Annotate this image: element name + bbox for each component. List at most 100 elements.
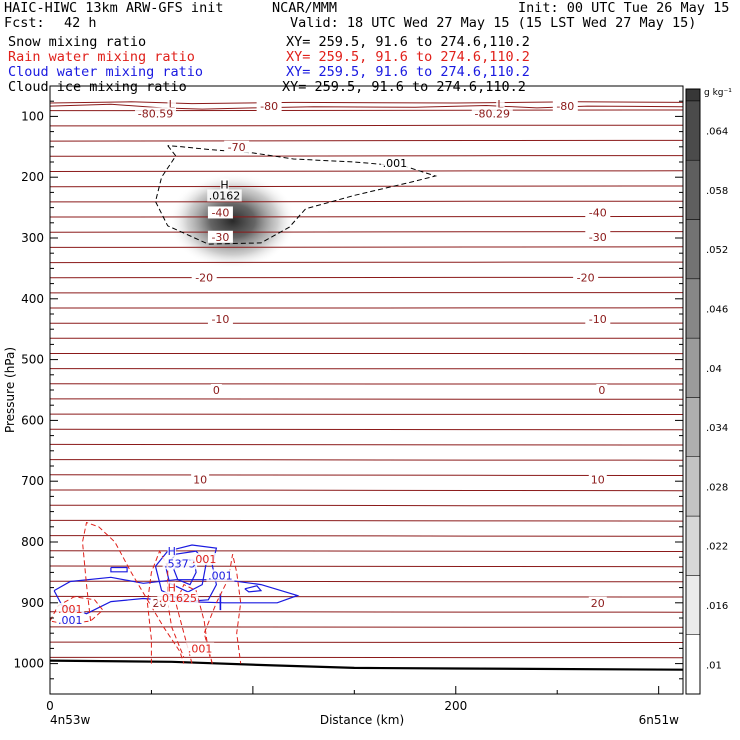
colorbar-label: .028: [706, 482, 728, 493]
field-xy-cloudwater: XY= 259.5, 91.6 to 274.6,110.2: [286, 64, 530, 80]
y-tick-label: 800: [21, 535, 44, 549]
field-name-cloudwater: Cloud water mixing ratio: [8, 64, 204, 80]
isotherm-label-bg: [224, 140, 250, 153]
isotherm-label: -40: [589, 206, 607, 219]
field-name-rain: Rain water mixing ratio: [8, 49, 195, 65]
rain-water-contour: [81, 521, 185, 664]
contour-label-bg: [157, 591, 199, 604]
colorbar: .01 .016 .022 .028 .034 .04 .046 .052 .058 .064: [685, 88, 728, 695]
colorbar-swatch: [685, 575, 701, 635]
plot-frame: [49, 85, 684, 695]
colorbar-swatch: [685, 397, 701, 457]
isotherm-label-bg: [210, 384, 222, 396]
contour-label-bg: [56, 613, 85, 626]
x-axis-title: Distance (km): [320, 713, 404, 727]
colorbar-label: .064: [706, 127, 728, 138]
y-tick-label: 700: [21, 474, 44, 488]
contour-label-bg: [496, 98, 505, 111]
isotherm-label: -10: [589, 313, 607, 326]
isotherm-label: -30: [211, 231, 229, 244]
isotherm-label: -80: [260, 100, 278, 113]
contour-label: .001: [383, 157, 408, 170]
contour-label-bg: [167, 98, 176, 111]
isotherm-label-bg: [588, 473, 607, 486]
colorbar-frame: [685, 88, 701, 695]
contour-label-bg: [167, 581, 176, 594]
isotherm-line: [49, 580, 684, 583]
colorbar-units: g kg⁻¹: [704, 88, 732, 98]
isotherm-line: [49, 215, 684, 218]
cloud-water-contour: [53, 576, 300, 615]
contour-label: .001: [208, 569, 233, 582]
colorbar-swatch: [685, 159, 701, 220]
cloud-water-contour: [244, 585, 263, 593]
colorbar-swatch: [685, 515, 701, 576]
contour-label-bg: [471, 107, 513, 120]
contour-label-bg: [190, 553, 219, 566]
contour-label: -80.29: [475, 107, 510, 120]
x-endpoint-right: 6n51w: [639, 713, 680, 727]
isotherm-line: [49, 231, 684, 233]
cloud-ice-contour: [154, 145, 438, 245]
x-tick-label: 0: [46, 699, 54, 713]
isotherm-label-bg: [191, 271, 217, 284]
contour-label-bg: [167, 545, 176, 558]
contour-label: H: [168, 545, 176, 558]
header-valid: Valid: 18 UTC Wed 27 May 15 (15 LST Wed …: [290, 15, 697, 31]
isotherm-line: [49, 489, 684, 492]
isotherm-label: -40: [211, 206, 229, 219]
contour-label: .01625: [159, 592, 198, 605]
colorbar-swatch: [685, 100, 701, 161]
contour-label-bg: [380, 157, 409, 170]
colorbar-swatch: [685, 219, 701, 280]
colorbar-label: .022: [706, 542, 728, 553]
rain-water-contour: [146, 549, 185, 664]
isotherm-line: [49, 155, 684, 157]
header-org: NCAR/MMM: [272, 0, 338, 16]
contour-label: .001: [192, 553, 217, 566]
isotherm-label: -30: [589, 231, 607, 244]
header-fcst-label: Fcst:: [4, 15, 45, 31]
colorbar-label: .016: [706, 601, 728, 612]
isotherm-label: -20: [577, 272, 595, 285]
isotherm-line: [49, 139, 684, 142]
isotherm-line: [49, 504, 684, 507]
colorbar-label: .052: [706, 245, 728, 256]
isotherm-label: -70: [228, 141, 246, 154]
field-xy-rain: XY= 259.5, 91.6 to 274.6,110.2: [286, 49, 530, 65]
isotherm-label: 0: [598, 384, 605, 397]
isotherm-label: -20: [195, 272, 213, 285]
contour-label-bg: [135, 107, 176, 120]
y-tick-label: 400: [21, 292, 44, 306]
isotherm-label-bg: [256, 100, 282, 113]
isotherm-line: [49, 200, 684, 203]
isotherm-line: [49, 550, 684, 552]
y-tick-label: 200: [21, 170, 44, 184]
isotherm-line: [49, 428, 684, 431]
colorbar-label: .04: [706, 364, 722, 375]
isotherm-label: 0: [213, 384, 220, 397]
colorbar-label: .01: [706, 660, 722, 671]
contour-label: .5373: [164, 557, 196, 570]
contour-label: -80.59: [138, 107, 173, 120]
isotherm-label-bg: [573, 271, 599, 284]
isotherm-line: [49, 459, 684, 461]
contour-label: H: [168, 582, 176, 595]
contour-label-bg: [220, 178, 229, 191]
contour-label-bg: [162, 557, 198, 570]
isotherm-line: [49, 611, 684, 613]
colorbar-swatch: [685, 278, 701, 339]
isotherm-label-bg: [585, 206, 611, 219]
isotherm-line: [49, 185, 684, 188]
colorbar-swatch: [685, 88, 701, 102]
colorbar-swatch: [685, 456, 701, 517]
field-xy-snow: XY= 259.5, 91.6 to 274.6,110.2: [286, 34, 530, 50]
colorbar-swatch: [685, 634, 701, 695]
header-init: Init: 00 UTC Tue 26 May 15: [518, 0, 730, 16]
isotherm-label: 10: [591, 473, 605, 486]
header-fcst-value: 42 h: [64, 15, 97, 31]
y-tick-label: 900: [21, 596, 44, 610]
contour-label: .001: [188, 642, 213, 655]
isotherm-label-bg: [207, 206, 233, 219]
isotherm-label-bg: [191, 473, 210, 486]
